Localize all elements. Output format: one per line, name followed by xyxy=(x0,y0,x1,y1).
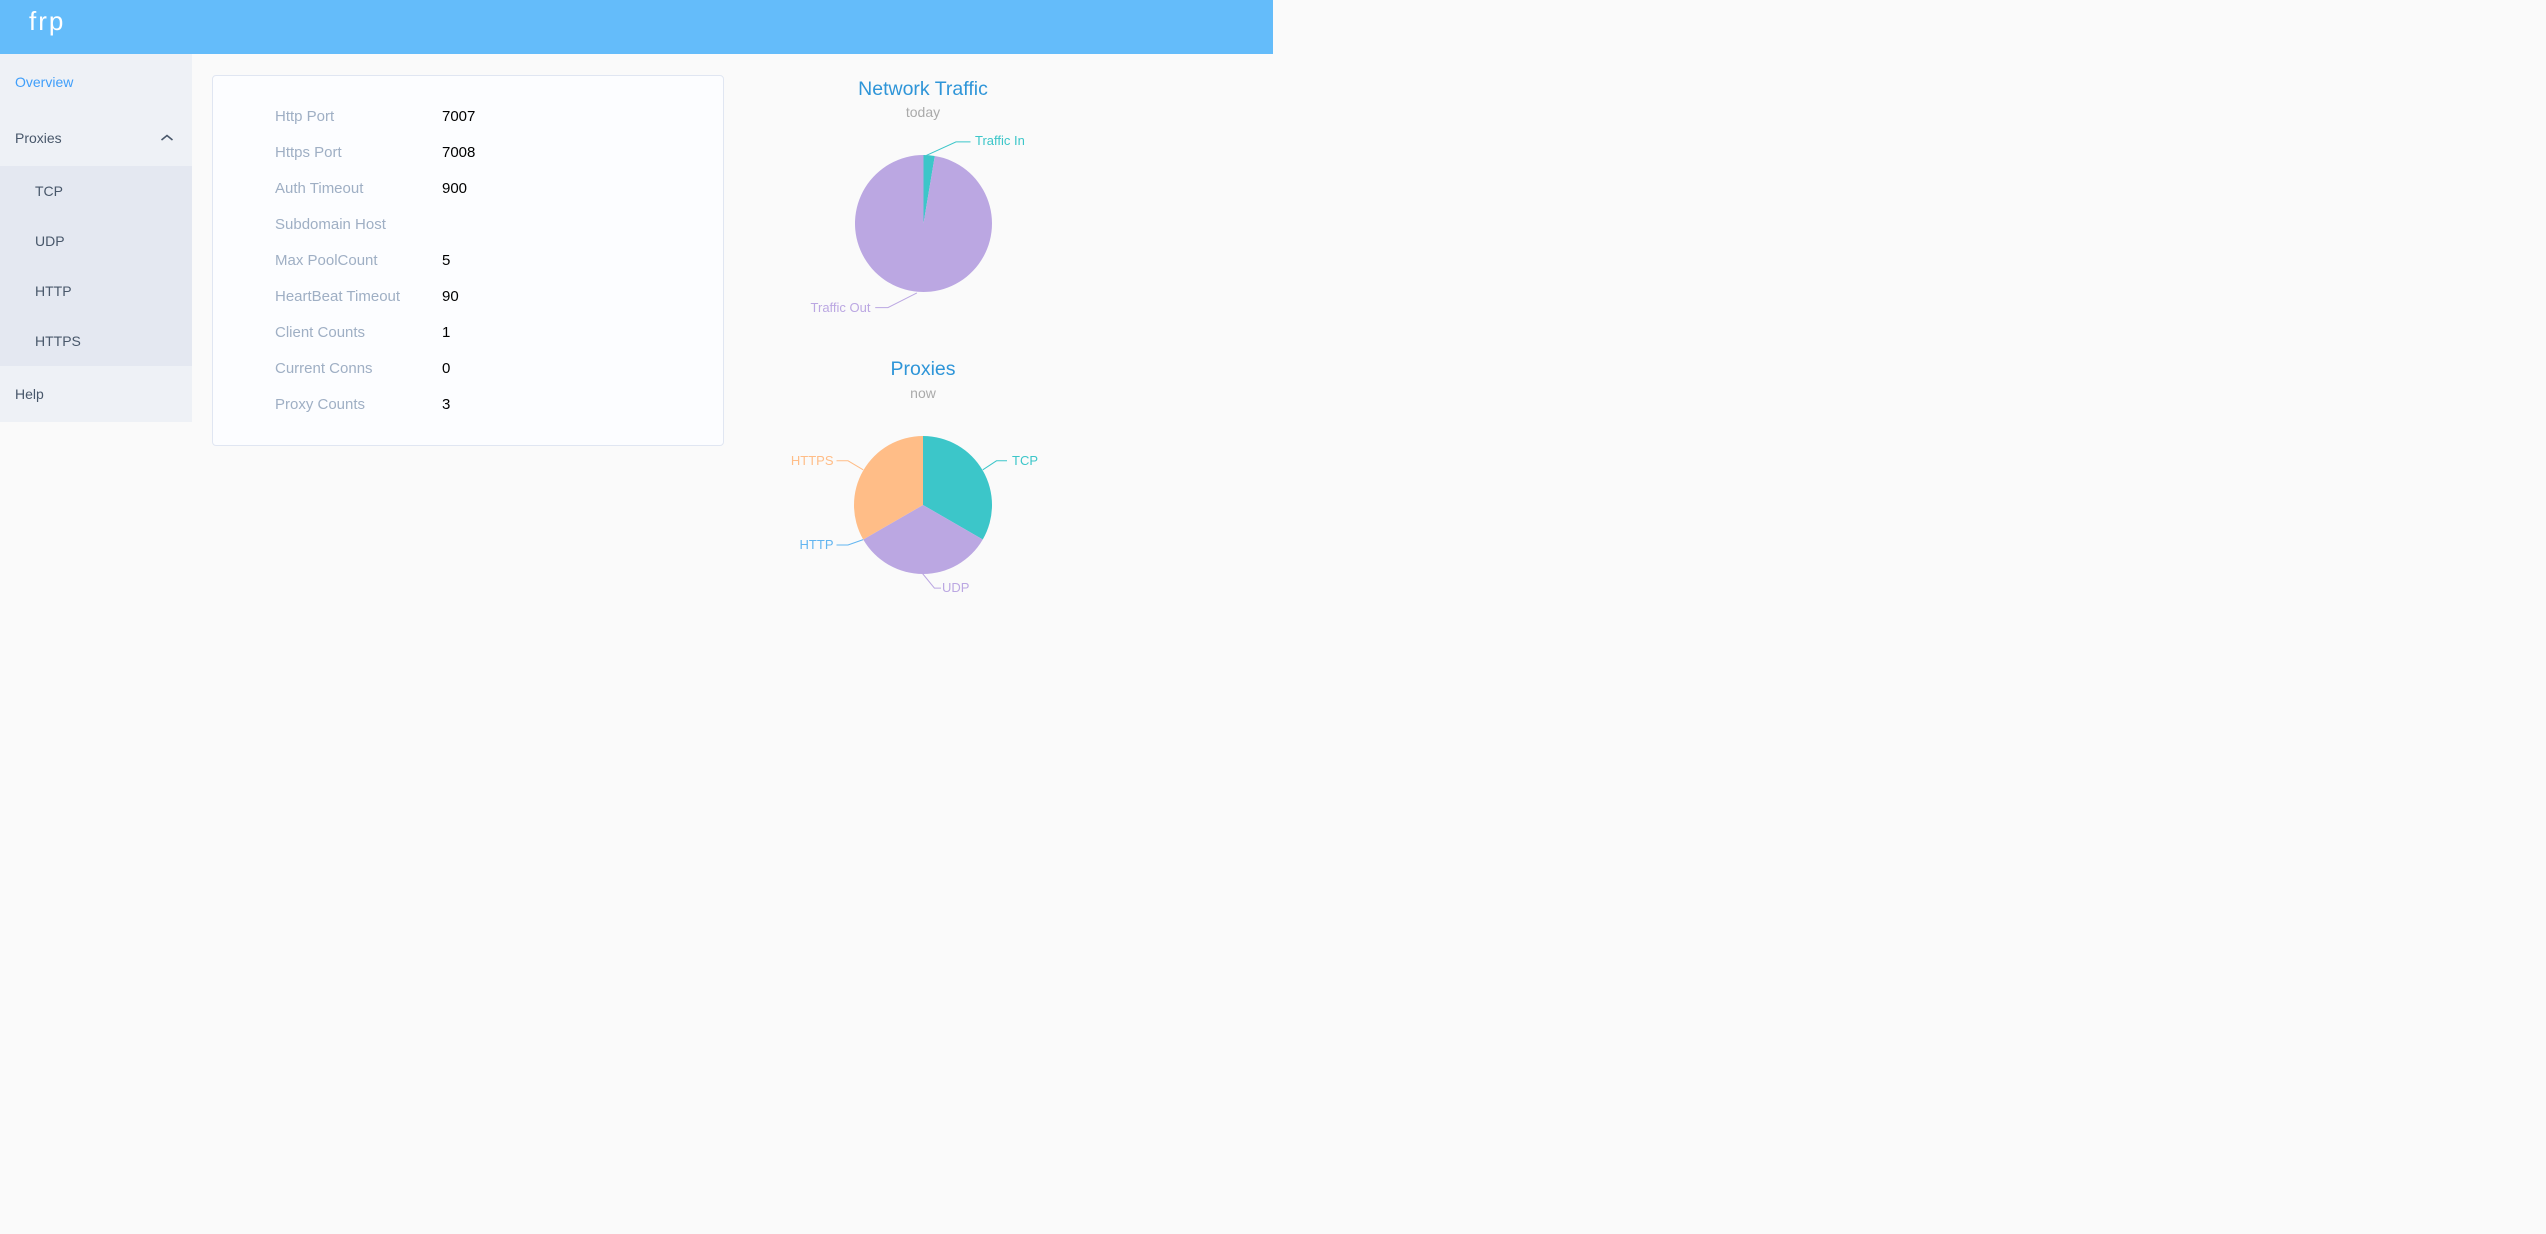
svg-text:TCP: TCP xyxy=(1012,453,1038,468)
svg-text:now: now xyxy=(910,385,937,401)
svg-text:Traffic In: Traffic In xyxy=(975,133,1025,148)
svg-text:Network Traffic: Network Traffic xyxy=(858,78,988,100)
svg-text:Proxies: Proxies xyxy=(890,358,955,380)
svg-text:Traffic Out: Traffic Out xyxy=(811,300,871,315)
svg-text:today: today xyxy=(906,104,940,120)
svg-text:HTTPS: HTTPS xyxy=(791,453,834,468)
svg-text:HTTP: HTTP xyxy=(800,537,834,552)
svg-text:UDP: UDP xyxy=(942,580,969,595)
